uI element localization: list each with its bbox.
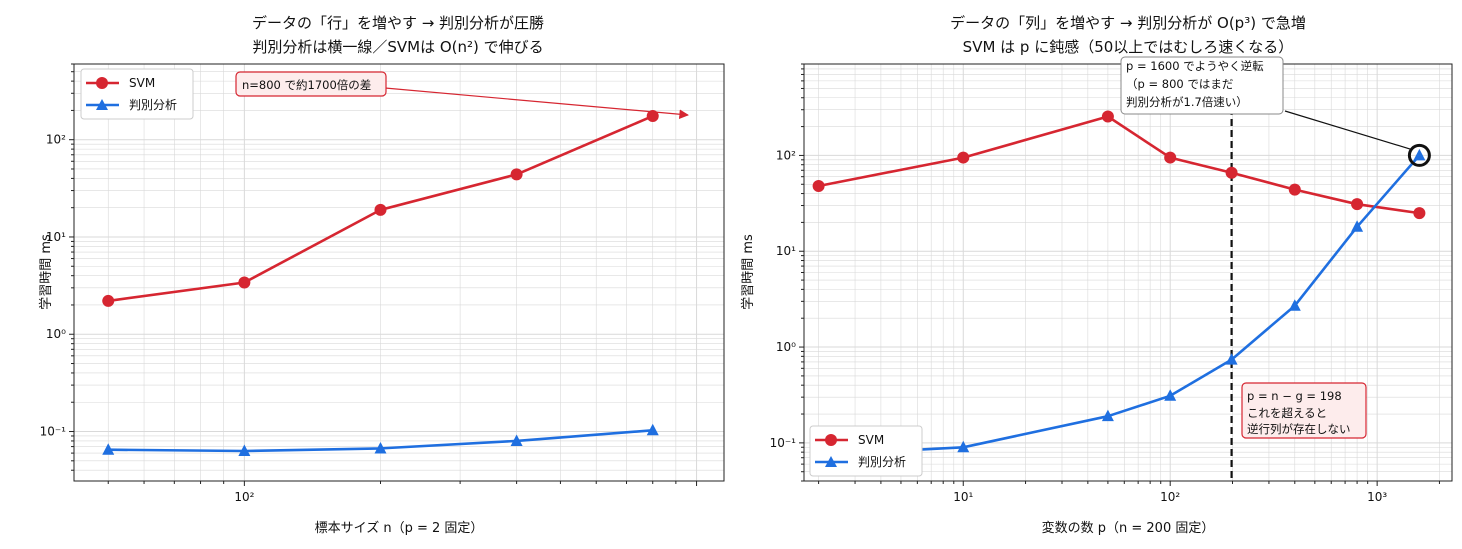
left-lda-point: [510, 434, 523, 446]
right-lda-point: [957, 440, 970, 453]
right-chart-subtitle: SVM は p に鈍感（50以上ではむしろ速くなる）: [963, 38, 1294, 56]
singularity-annotation-box: [1241, 382, 1367, 439]
right-svm-point: [1164, 151, 1177, 164]
left-legend-lda-label: 判別分析: [129, 98, 177, 112]
right-lda-point: [1101, 409, 1114, 422]
right-legend-lda-label: 判別分析: [858, 455, 906, 469]
singularity-annotation-line-2: これを超えると: [1247, 406, 1327, 420]
left-plot-frame: [73, 63, 725, 482]
right-svm-point: [1288, 183, 1301, 196]
right-svm-point: [1225, 166, 1238, 179]
left-lda-point: [102, 443, 115, 455]
left-svm-point: [510, 168, 523, 181]
right-lda-point: [1225, 353, 1238, 365]
crossover-annotation-box: [1120, 56, 1284, 115]
right-x-axis-label: 変数の数 p（n = 200 固定）: [1042, 520, 1215, 536]
left-lda-point: [238, 444, 251, 457]
right-svm-point: [957, 151, 970, 164]
crossover-annotation-line-1: p = 1600 でようやく逆転: [1126, 59, 1264, 73]
right-legend-svm-marker: [825, 434, 837, 446]
right-y-tick-label: 10⁻¹: [770, 436, 797, 450]
left-y-tick-label: 10⁻¹: [40, 425, 67, 439]
right-chart-title: データの「列」を増やす → 判別分析が O(p³) で急増: [950, 14, 1306, 32]
singularity-annotation-line-1: p = n − g = 198: [1247, 389, 1342, 403]
right-lda-line: [818, 154, 1421, 457]
right-legend: SVM 判別分析: [809, 425, 923, 477]
singularity-annotation-line-3: 逆行列が存在しない: [1247, 422, 1351, 436]
left-chart: データの「行」を増やす → 判別分析が圧勝 判別分析は横一線／SVMは O(n²…: [38, 14, 725, 536]
left-y-tick-label: 10²: [46, 133, 66, 147]
right-lda-point: [1413, 148, 1426, 161]
left-legend-lda-marker: [96, 99, 108, 110]
left-y-tick-label: 10¹: [46, 230, 66, 244]
right-legend-svm-label: SVM: [858, 433, 884, 447]
right-legend-lda-marker: [825, 456, 837, 467]
right-y-tick-label: 10¹: [776, 244, 796, 258]
left-chart-ticks: 10² 10⁻¹ 10⁰ 10¹ 10²: [40, 63, 698, 504]
left-x-tick-label: 10²: [234, 490, 254, 504]
left-chart-subtitle: 判別分析は横一線／SVMは O(n²) で伸びる: [252, 38, 543, 56]
right-svm-point: [1413, 207, 1426, 220]
crossover-annotation-arrow: [1284, 110, 1412, 151]
right-y-tick-label: 10⁰: [776, 340, 796, 354]
right-x-tick-label: 10²: [1160, 490, 1180, 504]
right-y-axis-label: 学習時間 ms: [740, 234, 756, 310]
right-y-tick-label: 10²: [776, 148, 796, 162]
left-legend: SVM 判別分析: [80, 68, 194, 120]
right-svm-point: [812, 179, 825, 192]
left-chart-title: データの「行」を増やす → 判別分析が圧勝: [252, 14, 544, 32]
right-x-tick-label: 10³: [1367, 490, 1387, 504]
right-chart: データの「列」を増やす → 判別分析が O(p³) で急増 SVM は p に鈍…: [740, 14, 1453, 536]
left-chart-series: [102, 110, 659, 457]
right-svm-point: [1101, 110, 1114, 123]
right-lda-point: [1351, 220, 1364, 232]
right-chart-grid: [804, 63, 1452, 482]
left-legend-svm-label: SVM: [129, 76, 155, 90]
right-svm-line: [818, 115, 1420, 215]
right-x-tick-label: 10¹: [953, 490, 973, 504]
right-svm-point: [1351, 198, 1364, 211]
left-y-axis-label: 学習時間 ms: [38, 234, 54, 310]
right-lda-point: [1164, 389, 1177, 401]
crossover-annotation-line-3: 判別分析が1.7倍速い）: [1126, 95, 1248, 109]
left-chart-grid: [74, 63, 724, 481]
left-svm-point: [646, 110, 659, 123]
left-svm-point: [374, 203, 387, 216]
left-annotation-arrow: [384, 87, 689, 120]
right-chart-ticks: 10¹ 10² 10³ 10⁻¹ 10⁰ 10¹ 10²: [770, 63, 1440, 504]
right-lda-point: [1288, 299, 1301, 311]
left-y-tick-label: 10⁰: [46, 327, 66, 341]
left-svm-point: [238, 276, 251, 289]
left-annotation-text: n=800 で約1700倍の差: [242, 78, 371, 92]
left-annotation-box: [235, 71, 387, 97]
left-x-axis-label: 標本サイズ n（p = 2 固定）: [315, 520, 484, 536]
left-legend-svm-marker: [96, 77, 108, 89]
left-lda-point: [646, 423, 659, 436]
left-svm-point: [102, 294, 115, 307]
crossover-annotation-line-2: （p = 800 ではまだ: [1126, 77, 1233, 91]
crossover-highlight-circle: [1407, 143, 1431, 167]
left-lda-point: [374, 441, 387, 454]
